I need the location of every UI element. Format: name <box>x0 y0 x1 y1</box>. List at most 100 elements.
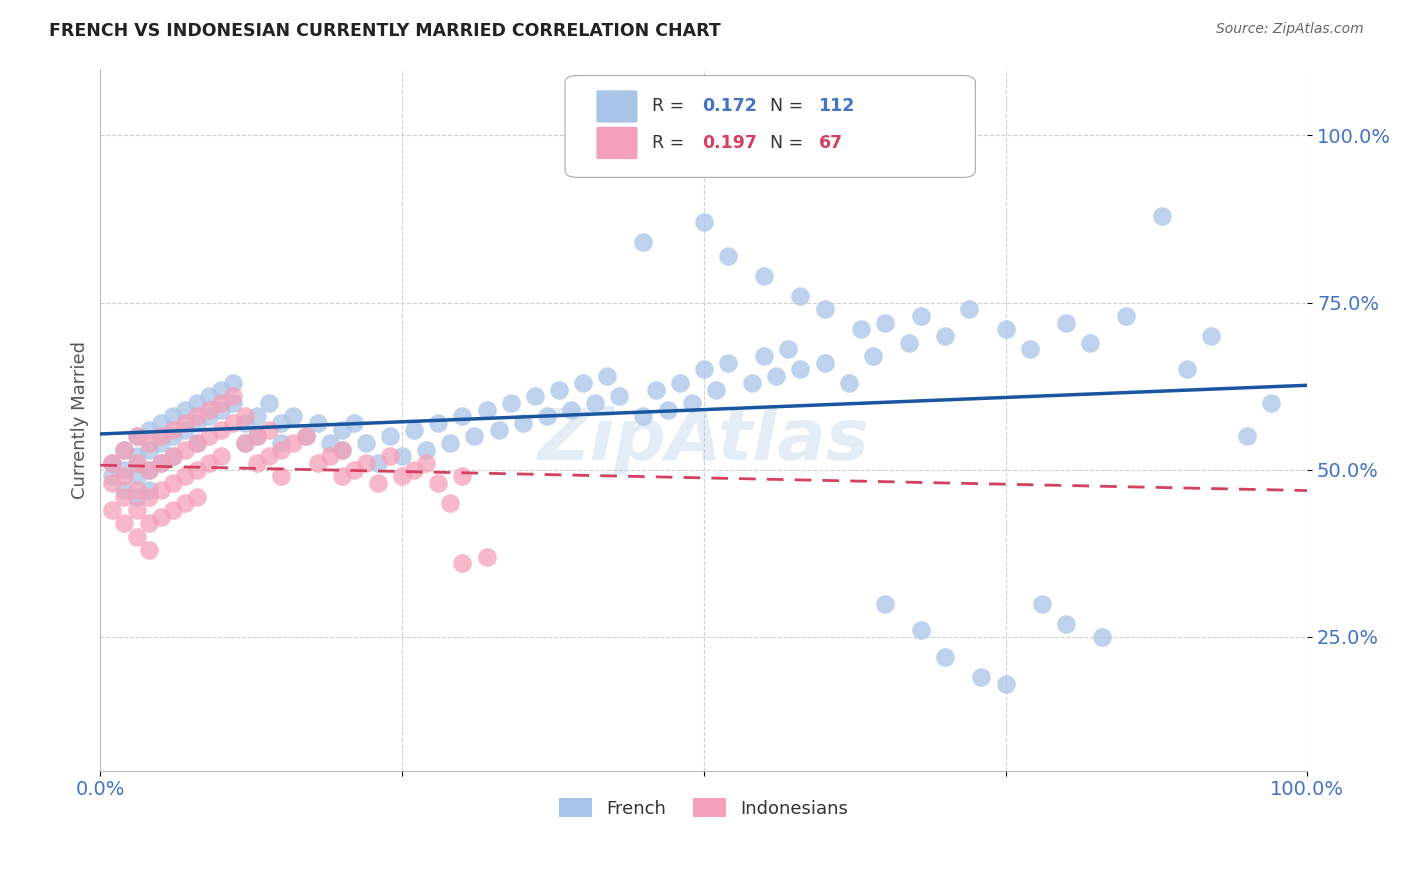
Point <box>259 450 281 464</box>
Point <box>283 409 305 424</box>
Text: N =: N = <box>770 97 808 115</box>
Point <box>765 369 787 384</box>
Text: N =: N = <box>770 134 808 152</box>
Point <box>330 423 353 437</box>
Point <box>693 215 716 229</box>
Point <box>1236 429 1258 443</box>
Point <box>838 376 860 390</box>
Point <box>873 316 896 330</box>
Point <box>752 268 775 283</box>
Point <box>813 356 835 370</box>
Point <box>1054 316 1077 330</box>
Point <box>101 469 124 483</box>
Point <box>186 436 208 450</box>
Point <box>149 429 172 443</box>
Text: 67: 67 <box>818 134 842 152</box>
Point <box>246 429 269 443</box>
Point <box>307 416 329 430</box>
Point <box>149 436 172 450</box>
Point <box>957 302 980 317</box>
Point <box>173 423 195 437</box>
Point <box>499 396 522 410</box>
Point <box>270 436 292 450</box>
Point <box>451 557 474 571</box>
Point <box>318 436 340 450</box>
Point <box>149 509 172 524</box>
Point <box>657 402 679 417</box>
Point <box>789 289 811 303</box>
Point <box>704 383 727 397</box>
Point <box>404 423 426 437</box>
Point <box>512 416 534 430</box>
Point <box>114 483 136 497</box>
Point <box>198 402 221 417</box>
Point <box>415 456 437 470</box>
Point <box>378 450 401 464</box>
Point <box>198 456 221 470</box>
Point <box>186 463 208 477</box>
FancyBboxPatch shape <box>596 90 637 122</box>
Text: Source: ZipAtlas.com: Source: ZipAtlas.com <box>1216 22 1364 37</box>
Point <box>1175 362 1198 376</box>
Point <box>162 429 184 443</box>
Point <box>138 543 160 558</box>
Point <box>873 597 896 611</box>
Point <box>198 429 221 443</box>
Point <box>1152 209 1174 223</box>
Point <box>934 329 956 343</box>
Point <box>270 469 292 483</box>
Point <box>114 442 136 457</box>
Point <box>572 376 595 390</box>
Point <box>994 322 1017 336</box>
Point <box>548 383 571 397</box>
Point <box>209 396 232 410</box>
Point <box>222 376 245 390</box>
Point <box>259 396 281 410</box>
Point <box>138 442 160 457</box>
Point <box>717 356 740 370</box>
Point <box>910 624 932 638</box>
Point <box>162 476 184 491</box>
Point <box>125 456 148 470</box>
Point <box>862 349 884 363</box>
Point <box>149 416 172 430</box>
Point <box>270 442 292 457</box>
Point <box>186 416 208 430</box>
Point <box>101 456 124 470</box>
Point <box>367 456 389 470</box>
Point <box>186 490 208 504</box>
Point <box>415 442 437 457</box>
Point <box>1260 396 1282 410</box>
Point <box>813 302 835 317</box>
Point <box>330 442 353 457</box>
FancyBboxPatch shape <box>596 127 637 159</box>
Point <box>451 409 474 424</box>
Text: FRENCH VS INDONESIAN CURRENTLY MARRIED CORRELATION CHART: FRENCH VS INDONESIAN CURRENTLY MARRIED C… <box>49 22 721 40</box>
Point <box>125 450 148 464</box>
Point <box>233 416 256 430</box>
Point <box>246 456 269 470</box>
Point <box>233 436 256 450</box>
Point <box>173 469 195 483</box>
Point <box>233 436 256 450</box>
Point <box>125 469 148 483</box>
Point <box>1115 309 1137 323</box>
Point <box>583 396 606 410</box>
Text: 0.197: 0.197 <box>703 134 758 152</box>
Point <box>451 469 474 483</box>
Point <box>391 450 413 464</box>
Point <box>318 450 340 464</box>
Point <box>596 369 619 384</box>
Point <box>114 469 136 483</box>
Point <box>246 409 269 424</box>
Point <box>378 429 401 443</box>
Legend: French, Indonesians: French, Indonesians <box>553 790 855 825</box>
Point <box>681 396 703 410</box>
Point <box>898 335 921 350</box>
Point <box>1031 597 1053 611</box>
Point <box>101 503 124 517</box>
Point <box>138 516 160 531</box>
Point <box>789 362 811 376</box>
Y-axis label: Currently Married: Currently Married <box>72 341 89 499</box>
Point <box>198 409 221 424</box>
